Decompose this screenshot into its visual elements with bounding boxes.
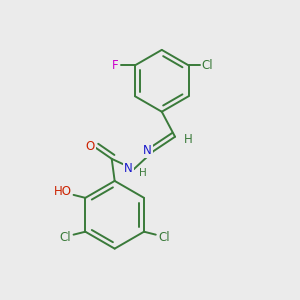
Text: HO: HO — [54, 185, 72, 198]
Text: N: N — [143, 144, 152, 158]
Text: F: F — [112, 59, 118, 72]
Text: Cl: Cl — [59, 230, 71, 244]
Text: Cl: Cl — [158, 230, 170, 244]
Text: H: H — [139, 168, 146, 178]
Text: H: H — [184, 133, 193, 146]
Text: N: N — [124, 162, 133, 175]
Text: O: O — [85, 140, 95, 153]
Text: Cl: Cl — [201, 59, 213, 72]
